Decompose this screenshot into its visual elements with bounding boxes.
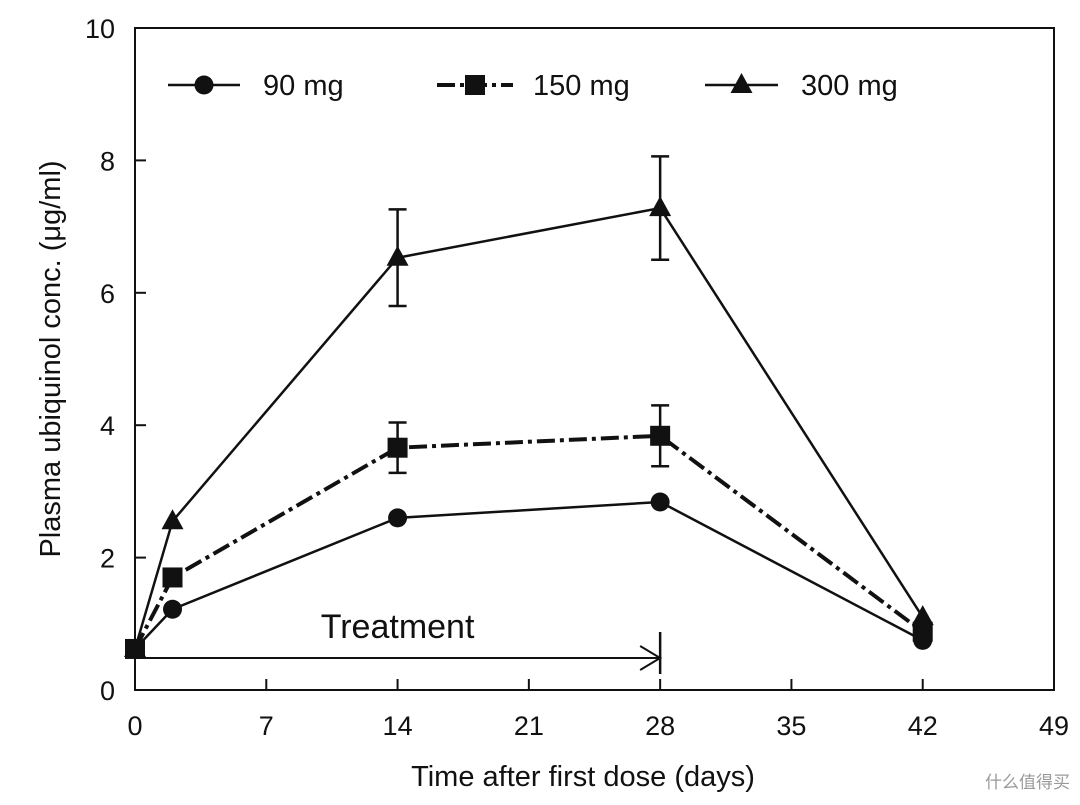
- x-tick-label: 0: [127, 711, 142, 741]
- legend-label: 90 mg: [263, 70, 344, 102]
- series-90-mg: [125, 492, 933, 659]
- data-point: [650, 425, 671, 446]
- x-tick-label: 42: [908, 711, 938, 741]
- legend-entry-150-mg: 150 mg: [437, 70, 630, 102]
- legend-label: 150 mg: [533, 70, 630, 102]
- y-tick-label: 2: [100, 544, 115, 574]
- axis-ticks: [135, 159, 924, 690]
- x-axis-title: Time after first dose (days): [411, 761, 755, 793]
- y-tick-label: 10: [85, 14, 115, 44]
- plot-area-frame: [134, 27, 1055, 691]
- data-point: [161, 509, 184, 530]
- data-point: [911, 605, 934, 626]
- y-tick-label: 4: [100, 411, 115, 441]
- x-tick-label: 35: [776, 711, 806, 741]
- data-point: [162, 567, 183, 588]
- y-tick-label: 8: [100, 146, 115, 176]
- legend: 90 mg 150 mg 300 mg: [168, 70, 898, 102]
- watermark: 什么值得买: [985, 773, 1070, 792]
- data-point: [913, 630, 933, 650]
- legend-label: 300 mg: [801, 70, 898, 102]
- x-tick-label: 14: [383, 711, 413, 741]
- y-tick-label: 0: [100, 676, 115, 706]
- data-point: [386, 245, 409, 266]
- data-point: [649, 196, 672, 217]
- series-layer: [124, 155, 934, 659]
- legend-swatch-marker: [730, 73, 753, 93]
- x-tick-label: 28: [645, 711, 675, 741]
- x-tick-label: 21: [514, 711, 544, 741]
- series-line: [133, 433, 924, 650]
- data-point: [125, 639, 145, 659]
- treatment-label: Treatment: [321, 608, 475, 646]
- x-tick-label: 7: [259, 711, 274, 741]
- x-tick-labels: 0 7 14 21 28 35 42 49: [127, 711, 1069, 741]
- y-axis-title: Plasma ubiquinol conc. (μg/ml): [35, 160, 67, 557]
- legend-entry-90-mg: 90 mg: [168, 70, 344, 102]
- data-point: [387, 437, 408, 458]
- series-line: [133, 206, 924, 650]
- series-line: [134, 500, 924, 650]
- data-point: [163, 599, 183, 619]
- legend-swatch-marker: [465, 75, 485, 95]
- treatment-annotation: Treatment: [135, 608, 663, 674]
- y-tick-label: 6: [100, 279, 115, 309]
- legend-entry-300-mg: 300 mg: [705, 70, 898, 102]
- data-point: [650, 492, 670, 512]
- legend-swatch-marker: [194, 75, 214, 95]
- y-tick-labels: 0 2 4 6 8 10: [85, 14, 115, 706]
- x-tick-label: 49: [1039, 711, 1069, 741]
- data-point: [388, 508, 408, 528]
